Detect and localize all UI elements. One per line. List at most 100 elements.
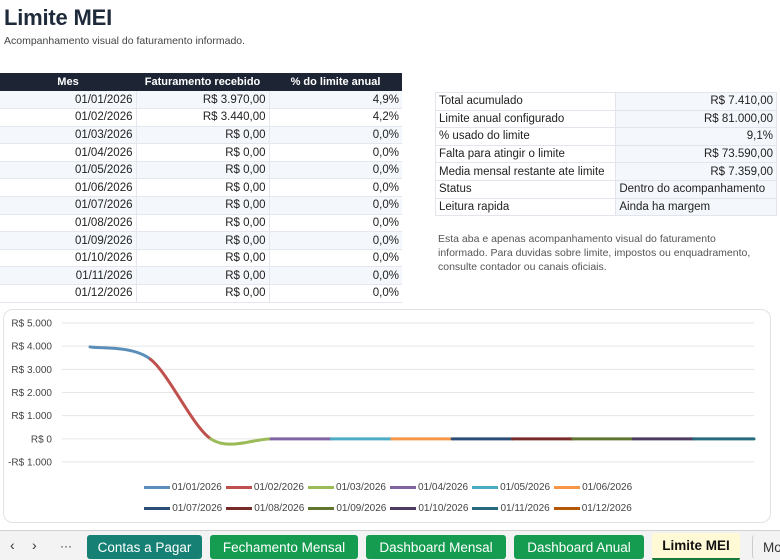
revenue-cell[interactable]: R$ 0,00 <box>135 196 269 215</box>
tab-contas-a-pagar[interactable]: Contas a Pagar <box>87 535 202 559</box>
revenue-cell[interactable]: R$ 0,00 <box>135 143 269 162</box>
month-cell[interactable]: 01/12/2026 <box>0 284 136 303</box>
summary-value[interactable]: R$ 81.000,00 <box>615 109 777 129</box>
summary-label[interactable]: Media mensal restante ate limite <box>434 162 617 181</box>
tab-limite-mei[interactable]: Limite MEI <box>652 533 740 560</box>
month-cell[interactable]: 01/03/2026 <box>0 126 136 145</box>
disclaimer-note: Esta aba e apenas acompanhamento visual … <box>438 233 751 273</box>
table-row: 01/04/2026 R$ 0,00 0,0% <box>0 143 402 162</box>
percent-cell[interactable]: 4,9% <box>268 91 402 110</box>
legend-label: 01/04/2026 <box>418 482 469 493</box>
legend-label: 01/03/2026 <box>335 482 386 493</box>
month-cell[interactable]: 01/11/2026 <box>0 266 136 286</box>
summary-row: Total acumulado R$ 7.410,00 <box>434 92 777 111</box>
percent-cell[interactable]: 0,0% <box>268 284 402 303</box>
tab-dashboard-mensal[interactable]: Dashboard Mensal <box>366 535 506 559</box>
month-table: Mes Faturamento recebido % do limite anu… <box>0 73 402 303</box>
revenue-chart[interactable]: R$ 5.000 R$ 4.000 R$ 3.000 R$ 2.000 R$ 1.000… <box>3 309 771 523</box>
summary-label[interactable]: Limite anual configurado <box>434 109 617 129</box>
summary-label[interactable]: Status <box>434 179 617 199</box>
percent-cell[interactable]: 0,0% <box>268 249 402 268</box>
month-cell[interactable]: 01/10/2026 <box>0 249 136 268</box>
revenue-cell[interactable]: R$ 0,00 <box>135 266 269 286</box>
revenue-cell[interactable]: R$ 3.440,00 <box>135 108 269 127</box>
tab-fechamento-mensal[interactable]: Fechamento Mensal <box>210 535 358 559</box>
summary-label[interactable]: Total acumulado <box>434 92 617 111</box>
prev-sheet-button[interactable]: ‹ <box>10 537 15 553</box>
more-sheets-button[interactable]: ··· <box>60 539 72 553</box>
month-table-header: Mes Faturamento recebido % do limite anu… <box>0 73 402 91</box>
summary-value[interactable]: Ainda ha margem <box>615 197 777 217</box>
legend-entry[interactable]: 01/05/2026 <box>472 482 550 493</box>
percent-cell[interactable]: 0,0% <box>268 161 402 180</box>
summary-value[interactable]: Dentro do acompanhamento <box>615 179 777 199</box>
summary-value[interactable]: R$ 7.410,00 <box>615 92 777 111</box>
series-line-segment <box>148 357 213 441</box>
legend-entry[interactable]: 01/06/2026 <box>554 482 632 493</box>
table-row: 01/02/2026 R$ 3.440,00 4,2% <box>0 108 402 127</box>
legend-swatch <box>390 486 416 489</box>
series-line-segment <box>209 437 273 446</box>
revenue-cell[interactable]: R$ 0,00 <box>135 231 269 250</box>
legend-entry[interactable]: 01/02/2026 <box>225 482 304 493</box>
revenue-cell[interactable]: R$ 0,00 <box>135 161 269 180</box>
series-line-segment <box>88 345 152 361</box>
legend-label: 01/09/2026 <box>336 503 387 514</box>
month-cell[interactable]: 01/07/2026 <box>0 196 136 215</box>
legend-entry[interactable]: 01/10/2026 <box>390 503 468 514</box>
summary-value[interactable]: R$ 7.359,00 <box>615 162 777 181</box>
legend-label: 01/12/2026 <box>581 503 632 514</box>
revenue-cell[interactable]: R$ 0,00 <box>135 178 269 198</box>
month-cell[interactable]: 01/09/2026 <box>0 231 136 250</box>
percent-cell[interactable]: 0,0% <box>268 126 402 145</box>
month-cell[interactable]: 01/04/2026 <box>0 143 136 162</box>
summary-table: Total acumulado R$ 7.410,00 Limite anual c… <box>434 92 777 217</box>
header-percent[interactable]: % do limite anual <box>269 73 402 91</box>
legend-label: 01/07/2026 <box>172 503 223 514</box>
y-tick-label: R$ 3.000 <box>11 365 52 376</box>
legend-entry[interactable]: 01/01/2026 <box>143 482 222 493</box>
month-cell[interactable]: 01/01/2026 <box>0 91 136 110</box>
revenue-cell[interactable]: R$ 0,00 <box>135 284 269 303</box>
month-cell[interactable]: 01/02/2026 <box>0 108 136 127</box>
month-cell[interactable]: 01/06/2026 <box>0 178 136 198</box>
percent-cell[interactable]: 0,0% <box>268 178 402 198</box>
month-cell[interactable]: 01/05/2026 <box>0 161 136 180</box>
y-tick-label: R$ 4.000 <box>11 342 52 353</box>
header-mes[interactable]: Mes <box>0 73 136 91</box>
revenue-cell[interactable]: R$ 0,00 <box>135 249 269 268</box>
tab-dashboard-anual[interactable]: Dashboard Anual <box>514 535 644 559</box>
summary-label[interactable]: % usado do limite <box>434 127 617 146</box>
legend-entry[interactable]: 01/04/2026 <box>390 482 468 493</box>
percent-cell[interactable]: 0,0% <box>268 143 402 162</box>
legend-entry[interactable]: 01/11/2026 <box>472 503 550 514</box>
legend-label: 01/11/2026 <box>500 503 550 514</box>
percent-cell[interactable]: 4,2% <box>268 108 402 127</box>
legend-entry[interactable]: 01/03/2026 <box>307 482 386 493</box>
legend-row: 01/07/2026 01/08/2026 01/09/2026 01/10/2026… <box>4 498 772 519</box>
legend-entry[interactable]: 01/12/2026 <box>553 503 632 514</box>
table-row: 01/06/2026 R$ 0,00 0,0% <box>0 178 402 198</box>
next-sheet-button[interactable]: › <box>32 537 37 553</box>
summary-label[interactable]: Leitura rapida <box>434 197 617 217</box>
header-faturamento[interactable]: Faturamento recebido <box>136 73 269 91</box>
percent-cell[interactable]: 0,0% <box>268 231 402 250</box>
summary-value[interactable]: R$ 73.590,00 <box>615 144 777 164</box>
legend-row: 01/01/2026 01/02/2026 01/03/2026 01/04/2026… <box>4 477 772 498</box>
legend-entry[interactable]: 01/07/2026 <box>144 503 222 514</box>
percent-cell[interactable]: 0,0% <box>268 214 402 233</box>
revenue-cell[interactable]: R$ 0,00 <box>135 214 269 233</box>
legend-entry[interactable]: 01/09/2026 <box>308 503 386 514</box>
summary-value[interactable]: 9,1% <box>615 127 777 146</box>
y-tick-label: R$ 2.000 <box>11 388 52 399</box>
table-row: 01/01/2026 R$ 3.970,00 4,9% <box>0 91 402 110</box>
month-cell[interactable]: 01/08/2026 <box>0 214 136 233</box>
chart-plot: R$ 5.000 R$ 4.000 R$ 3.000 R$ 2.000 R$ 1.000… <box>8 319 756 469</box>
revenue-cell[interactable]: R$ 0,00 <box>135 126 269 145</box>
revenue-cell[interactable]: R$ 3.970,00 <box>135 91 269 110</box>
tab-partial[interactable]: Mo <box>752 535 780 559</box>
percent-cell[interactable]: 0,0% <box>268 196 402 215</box>
percent-cell[interactable]: 0,0% <box>268 266 402 286</box>
legend-entry[interactable]: 01/08/2026 <box>226 503 304 514</box>
summary-label[interactable]: Falta para atingir o limite <box>434 144 617 164</box>
